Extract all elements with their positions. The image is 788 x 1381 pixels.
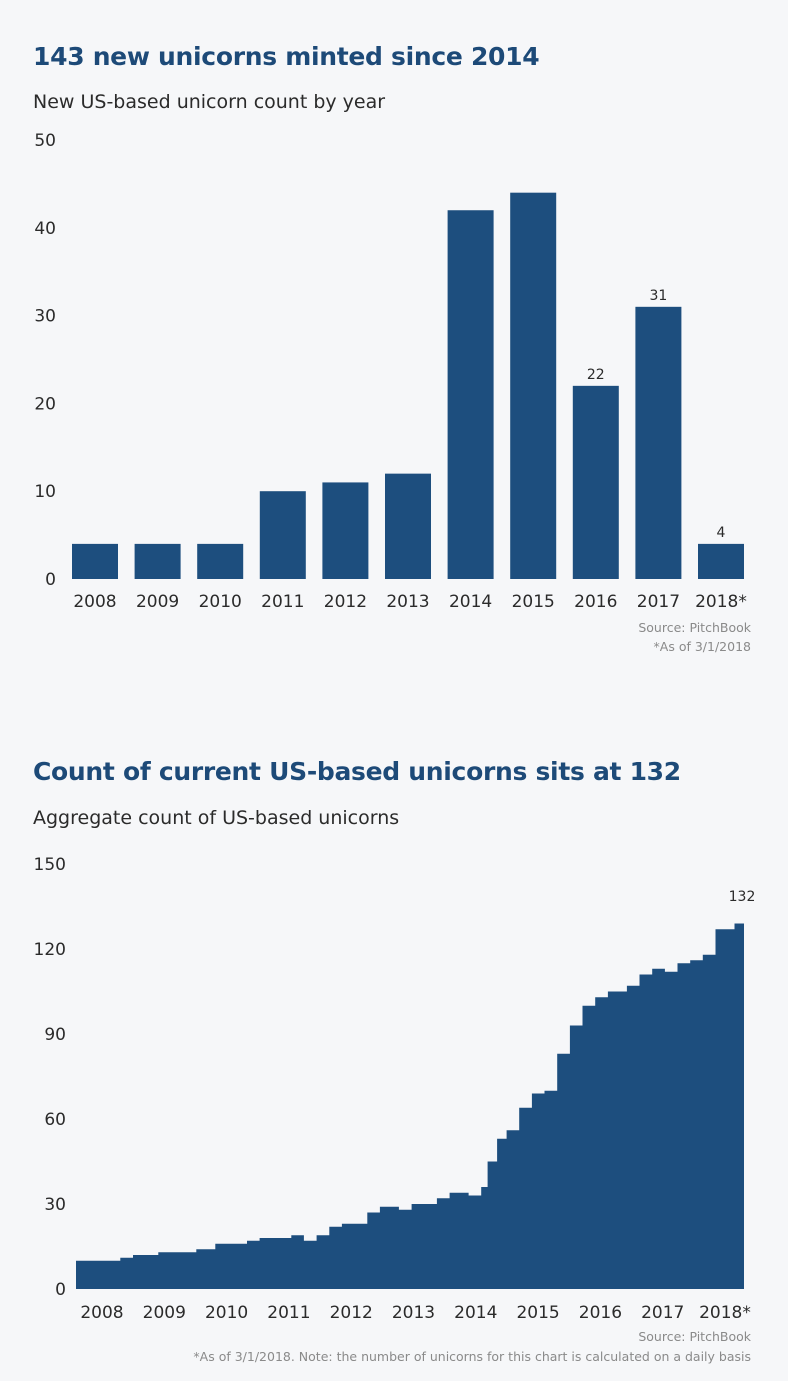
- chart2-x-tick: 2009: [143, 1303, 186, 1323]
- chart1-bar-2013: [385, 473, 431, 579]
- chart1-data-label: 22: [587, 367, 605, 383]
- chart1-source: Source: PitchBook: [638, 620, 751, 635]
- chart1-data-label: 4: [717, 525, 726, 541]
- chart2-x-tick: 2011: [267, 1303, 310, 1323]
- chart1-y-tick: 0: [45, 570, 56, 590]
- chart1-y-tick: 30: [34, 307, 56, 327]
- chart2-x-tick: 2010: [205, 1303, 248, 1323]
- chart2-subtitle: Aggregate count of US-based unicorns: [33, 807, 400, 829]
- chart1-bar-2018: [698, 543, 744, 579]
- chart2-end-label: 132: [729, 889, 756, 905]
- chart1-data-label: 31: [649, 288, 667, 304]
- chart2-footnote: *As of 3/1/2018. Note: the number of uni…: [193, 1349, 751, 1364]
- chart2-x-tick: 2017: [641, 1303, 684, 1323]
- chart1-x-tick: 2016: [574, 592, 617, 612]
- chart1-y-tick: 20: [34, 394, 56, 414]
- chart1-x-tick: 2017: [637, 592, 680, 612]
- chart2-x-tick: 2018*: [699, 1303, 751, 1323]
- chart1-x-tick: 2011: [261, 592, 304, 612]
- chart2-y-tick: 30: [44, 1195, 66, 1215]
- chart2-y-tick: 60: [44, 1110, 66, 1130]
- chart1-subtitle: New US-based unicorn count by year: [33, 91, 386, 113]
- chart1-x-tick: 2012: [324, 592, 367, 612]
- chart2-x-tick: 2013: [392, 1303, 435, 1323]
- chart1-footnote: *As of 3/1/2018: [653, 639, 751, 654]
- chart1-bar-2010: [197, 543, 244, 579]
- chart2-x-tick: 2015: [516, 1303, 559, 1323]
- chart2-y-tick: 120: [34, 940, 66, 960]
- chart1-x-tick: 2008: [73, 592, 116, 612]
- chart1-bar-2015: [510, 192, 557, 579]
- chart2-area-series: [76, 915, 744, 1289]
- chart2-x-tick: 2016: [579, 1303, 622, 1323]
- chart1-bar-2012: [322, 482, 369, 579]
- chart1-y-tick: 50: [34, 131, 56, 151]
- chart2-y-tick: 150: [34, 855, 66, 875]
- chart2-x-tick: 2012: [330, 1303, 373, 1323]
- chart2-x-tick: 2014: [454, 1303, 497, 1323]
- chart2-title: Count of current US-based unicorns sits …: [33, 757, 681, 786]
- chart1-bar-2008: [72, 543, 118, 579]
- chart1-x-tick: 2010: [199, 592, 242, 612]
- chart2-source: Source: PitchBook: [638, 1329, 751, 1344]
- chart1-bar-2011: [259, 491, 306, 579]
- chart1-y-tick: 10: [34, 482, 56, 502]
- chart1-x-tick: 2018*: [695, 592, 747, 612]
- chart2-y-tick: 0: [55, 1280, 66, 1300]
- chart1-bar-chart: 0 10 20 30 40 50 2008 2009 2010 2011 2012 2013 2014 2…: [34, 131, 747, 612]
- chart1-bar-2016: [572, 385, 619, 579]
- chart2-x-tick: 2008: [80, 1303, 123, 1323]
- chart1-bar-2009: [134, 543, 181, 579]
- chart2-area-chart: 0 30 60 90 120 150 132 2008 2009 2010 2011 2012 2013…: [34, 855, 756, 1323]
- chart1-x-tick: 2009: [136, 592, 179, 612]
- chart1-bar-2017: [635, 306, 682, 579]
- chart1-x-tick: 2014: [449, 592, 492, 612]
- chart1-bar-2014: [447, 210, 494, 580]
- chart1-title: 143 new unicorns minted since 2014: [33, 42, 540, 71]
- chart1-x-tick: 2013: [386, 592, 429, 612]
- chart2-y-tick: 90: [44, 1025, 66, 1045]
- chart1-x-tick: 2015: [512, 592, 555, 612]
- chart1-y-tick: 40: [34, 219, 56, 239]
